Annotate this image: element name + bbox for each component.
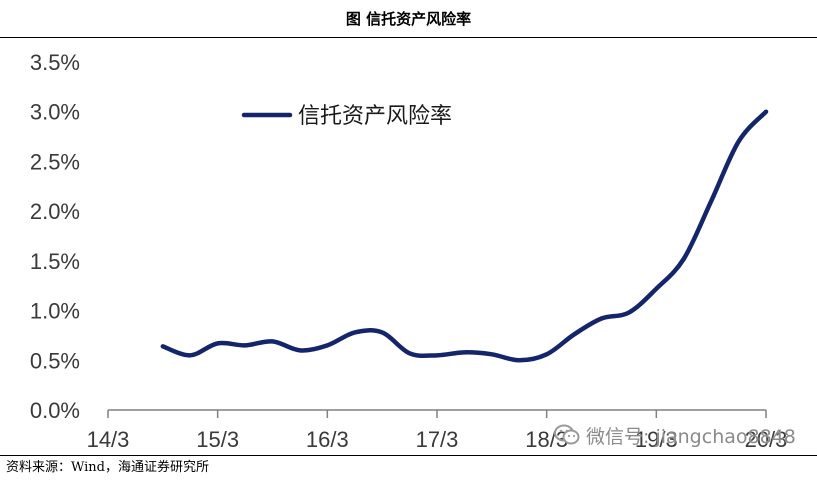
y-tick-label: 0.0% xyxy=(30,398,80,423)
x-tick-label: 17/3 xyxy=(416,427,459,452)
x-tick-label: 20/3 xyxy=(745,427,788,452)
y-tick-label: 2.0% xyxy=(30,199,80,224)
y-tick-label: 0.5% xyxy=(30,348,80,373)
line-chart: 0.0% 0.5% 1.0% 1.5% 2.0% 2.5% 3.0% 3.5% 14/3 15/… xyxy=(30,50,788,452)
wechat-id-text: 微信号: jiangchao8848 xyxy=(586,425,796,448)
top-rule xyxy=(0,37,817,38)
y-tick-label: 3.0% xyxy=(30,100,80,125)
wechat-watermark: 微信号: jiangchao8848 xyxy=(554,422,796,448)
wechat-icon xyxy=(554,424,580,446)
x-tick-label: 19/3 xyxy=(635,427,678,452)
series-group xyxy=(160,109,769,363)
legend: 信托资产风险率 xyxy=(241,104,452,129)
figure-title: 图 信托资产风险率 xyxy=(345,10,472,28)
y-tick-label: 3.5% xyxy=(30,50,80,75)
legend-label: 信托资产风险率 xyxy=(298,104,452,129)
y-axis-ticks: 0.0% 0.5% 1.0% 1.5% 2.0% 2.5% 3.0% 3.5% xyxy=(30,50,80,423)
y-tick-label: 2.5% xyxy=(30,149,80,174)
source-note: 资料来源：Wind，海通证券研究所 xyxy=(6,460,209,475)
series-line xyxy=(160,109,769,363)
x-tick-label: 16/3 xyxy=(306,427,349,452)
x-tick-label: 15/3 xyxy=(196,427,239,452)
y-tick-label: 1.0% xyxy=(30,299,80,324)
bottom-rule xyxy=(0,455,817,456)
y-tick-label: 1.5% xyxy=(30,249,80,274)
x-axis: 14/3 15/3 16/3 17/3 18/3 19/3 20/3 xyxy=(87,409,788,452)
x-tick-label: 14/3 xyxy=(87,427,130,452)
